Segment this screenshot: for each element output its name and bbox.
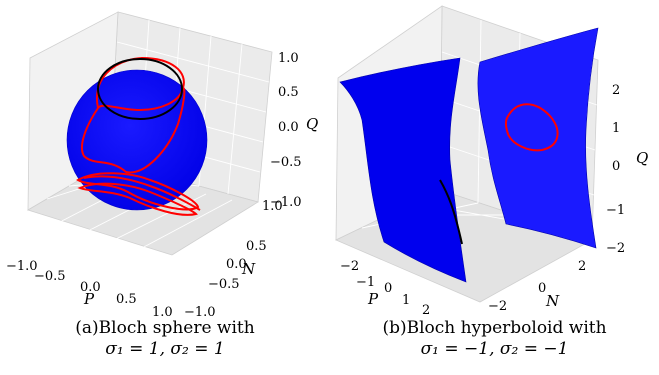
x-tick-label: −2 bbox=[340, 259, 359, 274]
z-tick-label: 1 bbox=[612, 121, 620, 136]
caption-b: (b)Bloch hyperboloid with σ₁ = −1, σ₂ = … bbox=[330, 318, 659, 360]
x-axis-label: P bbox=[367, 290, 379, 308]
y-tick-label: 1.0 bbox=[262, 199, 283, 214]
x-tick-label: 0 bbox=[384, 281, 392, 296]
z-tick-label: −2 bbox=[606, 241, 625, 256]
caption-a: (a)Bloch sphere with σ₁ = 1, σ₂ = 1 bbox=[0, 318, 330, 360]
z-axis: 2 1 0 −1 −2 Q bbox=[606, 83, 648, 256]
y-tick-label: −2 bbox=[488, 299, 507, 314]
caption-b-line2: σ₁ = −1, σ₂ = −1 bbox=[330, 339, 659, 360]
x-tick-label: 1.0 bbox=[152, 305, 173, 318]
y-tick-label: 2 bbox=[578, 259, 586, 274]
y-tick-label: 0.5 bbox=[246, 239, 267, 254]
z-tick-label: 2 bbox=[612, 83, 620, 98]
z-axis: 1.0 0.5 0.0 −0.5 −1.0 Q bbox=[270, 51, 318, 210]
x-tick-label: −1 bbox=[356, 275, 375, 290]
z-axis-label: Q bbox=[306, 115, 318, 133]
x-tick-label: 1 bbox=[402, 293, 410, 308]
z-tick-label: 0.0 bbox=[278, 120, 299, 135]
y-axis-label: N bbox=[241, 260, 256, 278]
y-tick-label: −1.0 bbox=[184, 305, 216, 318]
x-tick-label: 0.5 bbox=[116, 292, 137, 307]
z-axis-label: Q bbox=[636, 149, 648, 167]
caption-b-line1: (b)Bloch hyperboloid with bbox=[330, 318, 659, 339]
z-tick-label: 0 bbox=[612, 159, 620, 174]
x-tick-label: 2 bbox=[422, 303, 430, 318]
x-tick-label: −0.5 bbox=[34, 269, 66, 284]
chart-a: 1.0 0.5 0.0 −0.5 −1.0 Q −1.0 −0.5 0.0 0.… bbox=[0, 0, 330, 318]
z-tick-label: 0.5 bbox=[278, 85, 299, 100]
caption-a-line1: (a)Bloch sphere with bbox=[0, 318, 330, 339]
z-tick-label: 1.0 bbox=[278, 51, 299, 66]
z-tick-label: −1 bbox=[606, 203, 625, 218]
x-tick-label: −1.0 bbox=[6, 259, 38, 274]
z-tick-label: −0.5 bbox=[270, 155, 302, 170]
y-tick-label: −0.5 bbox=[208, 277, 240, 292]
caption-a-line2: σ₁ = 1, σ₂ = 1 bbox=[0, 339, 330, 360]
x-axis: −1.0 −0.5 0.0 0.5 1.0 P bbox=[6, 259, 173, 318]
y-axis-label: N bbox=[545, 292, 560, 310]
chart-b: 2 1 0 −1 −2 Q −2 −1 0 1 2 P 2 0 −2 N bbox=[330, 0, 659, 318]
x-axis-label: P bbox=[83, 290, 95, 308]
